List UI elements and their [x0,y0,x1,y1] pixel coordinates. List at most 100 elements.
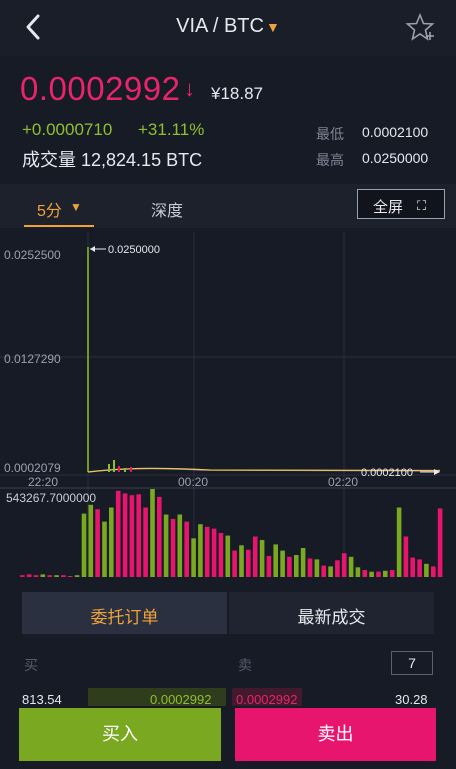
volume-bar [136,494,141,577]
volume-bar [47,575,52,577]
volume-bar [410,557,415,577]
volume-bar [20,575,25,577]
depth-count-selector[interactable] [391,651,433,675]
volume-max-label: 543267.7000000 [6,491,96,505]
volume-bar [211,528,217,577]
volume-bar [348,556,354,577]
volume-bar [294,555,299,577]
last-price: 0.0002992 [20,70,181,107]
volume-bar [81,513,87,577]
tab-depth[interactable]: 深度 [151,203,184,220]
sell-button[interactable]: 卖出 [235,708,436,761]
chevron-down-icon: ▼ [265,19,280,35]
kline-chart[interactable]: 0.0252500 0.0127290 0.0002079 22:20 00:2… [0,232,456,582]
volume-bar [61,575,66,577]
tab-interval[interactable]: 5分 [37,203,62,220]
price-lines [87,467,441,473]
volume-bar [403,536,409,577]
volume-bar [335,560,340,577]
sell-amount: 30.28 [395,692,428,706]
tab-trades[interactable] [229,592,434,634]
volume-bar [341,553,347,577]
buy-column-header: 买 [24,657,38,673]
fullscreen-label: 全屏 [373,199,404,216]
volume-bar [109,507,114,577]
volume-bar [191,538,196,577]
high-label: 最高 [316,152,344,168]
tab-trades-label: 最新成交 [297,608,366,627]
sell-depth-bar [232,688,302,706]
max-marker-label: 0.0250000 [108,244,160,256]
volume-bar [225,535,231,577]
depth-count-value: 7 [408,655,416,671]
volume-bar [177,514,183,577]
volume-bar [232,550,237,577]
back-icon[interactable] [18,10,50,44]
volume-bar [396,507,402,577]
volume-bar [355,567,361,577]
volume-bar [431,566,436,577]
volume-bar [204,526,210,577]
volume-bar [88,504,94,577]
buy-button[interactable]: 买入 [19,708,221,761]
low-value: 0.0002100 [362,124,429,140]
y-tick-label: 0.0252500 [4,248,61,262]
y-tick-label: 0.0127290 [4,352,61,366]
header-bar [0,0,456,56]
buy-price: 0.0002992 [150,692,212,706]
volume-bar [122,493,128,577]
x-tick-label: 02:20 [328,475,358,489]
volume-bar [266,555,272,577]
volume-bar [150,489,155,577]
volume-bars [20,489,443,577]
price-change-pct: +31.11% [138,120,205,139]
volume-bar [67,576,73,577]
volume-24h: 成交量 12,824.15 BTC [22,150,203,170]
star-plus-icon[interactable] [404,12,436,44]
volume-bar [143,507,148,577]
tab-orders[interactable] [22,592,227,634]
volume-bar [328,566,333,577]
volume-bar [95,509,100,577]
expand-icon: ⛶ [417,198,427,213]
price-change: +0.0000710 [22,120,113,139]
volume-bar [314,559,320,577]
tab-active-indicator [24,225,94,227]
orderbook-row: 813.54 0.0002992 0.0002992 30.28 [0,688,456,706]
volume-bar [170,518,176,577]
volume-bar [163,514,169,577]
x-tick-label: 00:20 [178,475,208,489]
volume-bar [389,570,395,577]
buy-depth-bar [88,688,226,706]
volume-bar [259,540,265,577]
volume-bar [252,536,258,577]
buy-amount: 813.54 [22,692,62,706]
min-marker: 0.0002100 [361,467,440,479]
volume-bar [246,549,251,577]
volume-bar [321,565,326,577]
high-value: 0.0250000 [362,150,429,166]
x-tick-label: 22:20 [28,475,58,489]
volume-bar [198,524,203,577]
volume-bar [26,574,32,577]
volume-bar [417,559,422,577]
volume-bar [218,533,224,577]
tab-orders-label: 委托订单 [90,608,159,627]
low-label: 最低 [316,126,344,142]
volume-bar [33,575,39,577]
volume-bar [280,550,285,577]
min-marker-label: 0.0002100 [361,467,413,479]
volume-bar [383,570,388,577]
volume-bar [437,508,443,577]
pair-selector[interactable]: VIA / BTC ▼ [0,15,456,38]
volume-bar [424,563,429,577]
fullscreen-button[interactable] [357,189,445,219]
volume-bar [74,575,80,577]
pair-label: VIA / BTC [176,15,264,37]
volume-bar [40,574,46,577]
chevron-down-icon: ▼ [70,200,82,214]
small-candles [108,460,132,472]
arrow-down-icon: ↓ [184,76,195,101]
volume-bar [129,495,135,577]
price-cny: ¥18.87 [211,84,263,103]
